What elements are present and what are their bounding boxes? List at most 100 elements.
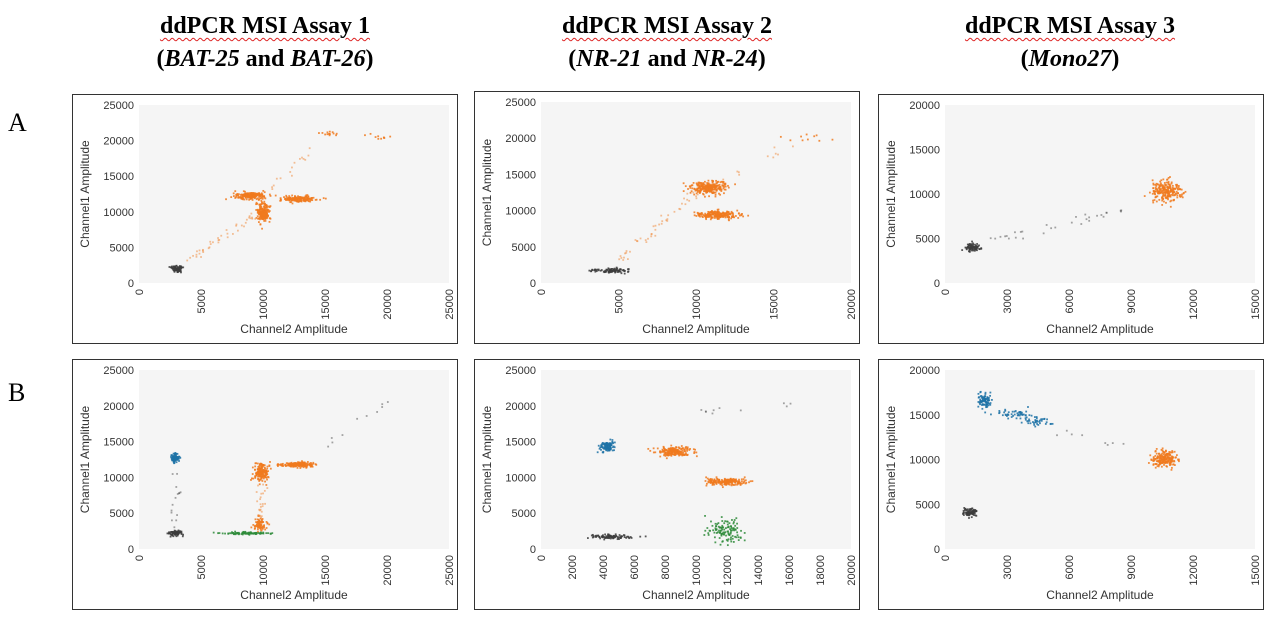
droplet-point <box>200 256 202 258</box>
droplet-point <box>237 194 240 197</box>
droplet-point <box>723 528 726 531</box>
droplet-point <box>241 533 244 536</box>
droplet-point <box>969 248 971 251</box>
x-tick-label: 6000 <box>1064 555 1076 579</box>
droplet-point <box>980 247 983 250</box>
droplet-point <box>217 237 219 239</box>
droplet-point <box>266 522 269 525</box>
droplet-point <box>626 258 629 260</box>
droplet-point <box>280 464 283 467</box>
droplet-point <box>703 534 706 536</box>
droplet-point <box>240 196 243 199</box>
droplet-point <box>241 198 244 201</box>
droplet-point <box>1164 454 1167 457</box>
droplet-point <box>1161 195 1164 198</box>
droplet-point <box>620 257 623 259</box>
droplet-point <box>730 484 733 487</box>
droplet-point <box>177 529 180 532</box>
droplet-point <box>720 213 723 216</box>
droplet-point <box>258 471 261 474</box>
droplet-point <box>692 191 695 194</box>
droplet-point <box>654 234 657 237</box>
droplet-point <box>1167 177 1170 179</box>
droplet-point <box>713 185 715 188</box>
droplet-point <box>256 500 259 503</box>
droplet-point <box>731 519 733 521</box>
droplet-point <box>712 191 715 194</box>
droplet-point <box>673 449 676 452</box>
droplet-point <box>1170 182 1173 185</box>
droplet-point <box>309 464 312 467</box>
droplet-point <box>258 210 261 213</box>
droplet-point <box>607 533 610 536</box>
droplet-point <box>262 217 265 219</box>
droplet-point <box>600 269 603 271</box>
droplet-point <box>979 390 982 393</box>
droplet-point <box>265 204 267 207</box>
droplet-point <box>727 483 730 486</box>
droplet-point <box>171 534 174 537</box>
droplet-point <box>723 186 726 188</box>
droplet-point <box>617 537 620 540</box>
droplet-point <box>682 451 685 454</box>
droplet-point <box>1161 196 1164 199</box>
droplet-point <box>1165 184 1168 186</box>
x-tick-label: 12000 <box>1188 289 1200 320</box>
droplet-point <box>258 474 261 477</box>
droplet-point <box>772 156 775 159</box>
droplet-point <box>263 526 265 529</box>
droplet-point <box>693 187 696 190</box>
droplet-point <box>694 189 697 192</box>
droplet-point <box>664 455 667 457</box>
droplet-point <box>715 188 718 191</box>
droplet-point <box>261 503 264 505</box>
droplet-point <box>259 532 262 535</box>
droplet-point <box>1027 422 1030 425</box>
droplet-point <box>711 187 714 190</box>
droplet-point <box>1161 449 1164 452</box>
droplet-point <box>590 534 593 537</box>
droplet-point <box>267 205 270 208</box>
plot-panel-b2: 0 5000 10000 15000 20000 25000 0 2000 4000 6000 80… <box>474 359 860 610</box>
droplet-point <box>701 213 704 216</box>
droplet-point <box>1177 184 1180 187</box>
droplet-point <box>173 529 176 532</box>
droplet-point <box>1119 209 1122 212</box>
droplet-point <box>709 529 711 532</box>
droplet-point <box>705 410 707 413</box>
droplet-point <box>261 520 264 523</box>
droplet-point <box>376 411 379 413</box>
droplet-point <box>678 447 681 450</box>
droplet-point <box>1168 458 1170 461</box>
droplet-points <box>586 402 792 547</box>
droplet-point <box>225 229 228 231</box>
droplet-point <box>1151 179 1154 182</box>
droplet-point <box>654 451 657 454</box>
droplet-point <box>172 531 174 533</box>
droplet-point <box>716 523 719 526</box>
x-tick-label: 10000 <box>691 289 703 320</box>
droplet-point <box>174 455 177 458</box>
droplet-point <box>704 212 707 215</box>
droplet-point <box>1161 452 1164 455</box>
droplet-point <box>710 212 713 214</box>
droplet-point <box>264 210 267 213</box>
droplet-point <box>1153 190 1156 193</box>
droplet-point <box>969 512 971 515</box>
droplet-point <box>680 447 683 450</box>
y-tick-label: 15000 <box>505 169 536 181</box>
droplet-point <box>259 206 262 209</box>
droplet-point <box>365 415 368 417</box>
droplet-point <box>290 463 293 465</box>
droplet-point <box>704 529 707 532</box>
gene-name: Mono27 <box>1028 46 1112 72</box>
droplet-point <box>598 447 601 450</box>
droplet-point <box>731 537 734 540</box>
droplet-point <box>1169 195 1172 197</box>
x-tick-label: 15000 <box>1250 555 1262 586</box>
droplet-point <box>611 268 613 270</box>
x-tick-label: 4000 <box>598 555 610 579</box>
droplet-point <box>972 249 975 252</box>
